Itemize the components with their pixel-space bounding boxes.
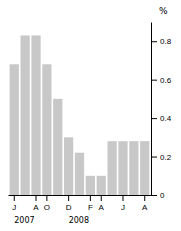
x-tick: J xyxy=(12,195,16,212)
y-axis-line xyxy=(151,23,152,196)
y-tick-mark xyxy=(151,157,157,158)
y-tick: 0.6 xyxy=(151,76,172,85)
bar xyxy=(118,141,127,195)
chart-container: JAODFAJA00.20.40.60.8%20072008 xyxy=(0,0,181,231)
bar xyxy=(129,141,138,195)
x-tick: A xyxy=(99,195,105,212)
x-tick-mark xyxy=(122,195,123,201)
chart-svg: JAODFAJA00.20.40.60.8%20072008 xyxy=(0,0,181,231)
x-tick-label: A xyxy=(142,203,148,212)
bar xyxy=(53,99,62,195)
x-tick-mark xyxy=(46,195,47,201)
bar xyxy=(86,176,95,195)
y-tick-mark xyxy=(151,118,157,119)
x-tick-label: J xyxy=(121,203,125,212)
x-tick-mark xyxy=(144,195,145,201)
bar xyxy=(64,137,73,195)
x-tick-label: D xyxy=(66,203,72,212)
annotation: 2008 xyxy=(69,216,89,225)
plot: JAODFAJA00.20.40.60.8 xyxy=(9,23,172,212)
x-tick-mark xyxy=(14,195,15,201)
annotation: 2007 xyxy=(14,216,34,225)
x-tick: F xyxy=(88,195,93,212)
y-tick: 0.2 xyxy=(151,153,172,162)
bar xyxy=(97,176,106,195)
y-axis: 0 0.2 0.4 0.6 0.8 xyxy=(151,23,172,201)
x-axis: JAODFAJA xyxy=(9,195,152,212)
x-tick-mark xyxy=(101,195,102,201)
y-tick-label: 0 xyxy=(160,191,165,200)
x-tick-label: O xyxy=(44,203,50,212)
x-axis-line xyxy=(9,195,152,196)
y-tick-label: 0.4 xyxy=(160,114,172,123)
bar xyxy=(140,141,149,195)
bar xyxy=(108,141,117,195)
x-tick-label: A xyxy=(33,203,39,212)
y-tick-label: 0.2 xyxy=(160,153,172,162)
y-tick: 0.8 xyxy=(151,37,172,46)
x-tick: J xyxy=(121,195,125,212)
x-tick: O xyxy=(44,195,50,212)
y-tick-mark xyxy=(151,195,157,196)
y-tick-mark xyxy=(151,80,157,81)
x-tick-label: A xyxy=(99,203,105,212)
y-tick-label: 0.6 xyxy=(160,76,172,85)
x-tick-label: J xyxy=(12,203,16,212)
x-tick: D xyxy=(66,195,72,212)
x-tick-mark xyxy=(90,195,91,201)
y-tick: 0 xyxy=(151,191,165,200)
bar xyxy=(21,35,30,195)
x-tick-label: F xyxy=(88,203,93,212)
y-tick-label: 0.8 xyxy=(160,37,172,46)
x-tick: A xyxy=(33,195,39,212)
bar xyxy=(42,64,51,195)
bar xyxy=(10,64,19,195)
x-tick: A xyxy=(142,195,148,212)
bar xyxy=(75,153,84,195)
x-tick-mark xyxy=(36,195,37,201)
y-tick-mark xyxy=(151,41,157,42)
bar xyxy=(31,35,40,195)
y-axis-title: % xyxy=(159,6,168,16)
bars xyxy=(10,35,150,195)
y-tick: 0.4 xyxy=(151,114,172,123)
x-tick-mark xyxy=(68,195,69,201)
